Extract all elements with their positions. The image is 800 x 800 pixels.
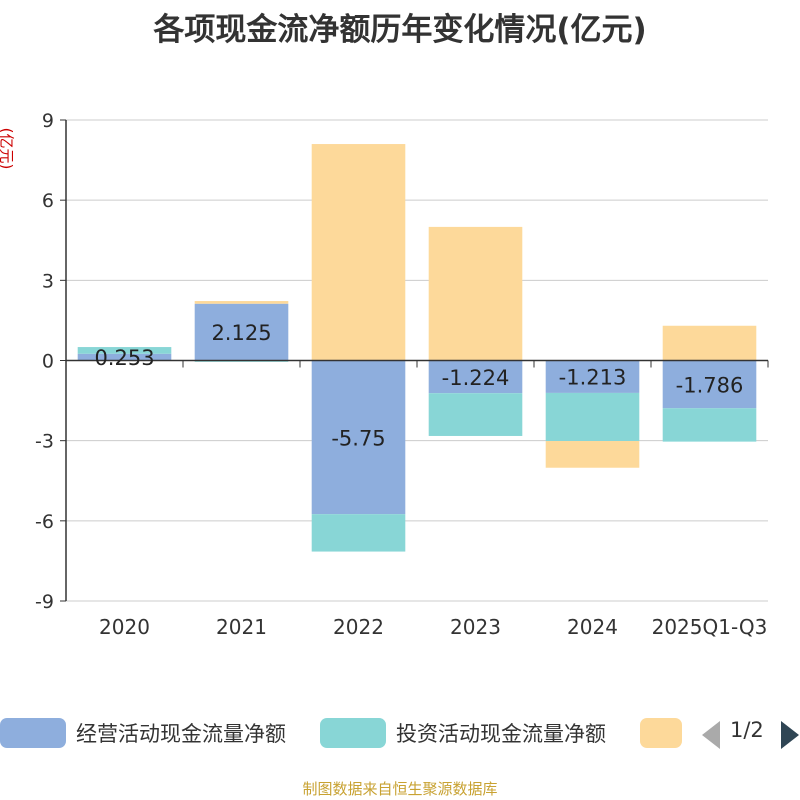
legend-page-indicator: 1/2	[730, 718, 764, 742]
legend-label-operating: 经营活动现金流量净额	[76, 722, 286, 746]
x-tick-label: 2022	[333, 615, 384, 639]
bar-operating	[662, 360, 757, 409]
y-tick-label: 3	[42, 270, 54, 292]
bar-investing	[428, 393, 523, 436]
legend-swatch-operating	[0, 718, 66, 748]
legend-item-operating[interactable]: 经营活动现金流量净额	[0, 716, 286, 750]
chart-plot: 9 6 3 0 -3 -6 -9 2020 2021 2022 2023 2024 2025Q1-Q3 0…	[35, 110, 769, 639]
x-tick-label: 2020	[99, 615, 150, 639]
chart-title: 各项现金流净额历年变化情况(亿元)	[153, 12, 647, 48]
data-label: 0.253	[94, 346, 154, 370]
legend-prev-arrow-icon[interactable]	[702, 721, 720, 749]
legend-next-arrow-icon[interactable]	[781, 721, 799, 749]
bar-investing	[662, 408, 757, 442]
x-tick-label: 2025Q1-Q3	[652, 615, 768, 639]
bar-financing	[194, 301, 289, 304]
source-note: 制图数据来自恒生聚源数据库	[302, 780, 498, 798]
bar-financing	[662, 325, 757, 361]
legend: 经营活动现金流量净额 投资活动现金流量净额 1/2	[0, 716, 800, 756]
bar-operating	[77, 353, 172, 361]
legend-item-investing[interactable]: 投资活动现金流量净额	[320, 716, 606, 750]
legend-item-financing[interactable]	[640, 716, 692, 750]
data-label: -1.786	[676, 373, 744, 397]
y-tick-label: -9	[35, 591, 54, 613]
y-tick-label: 9	[42, 110, 54, 132]
legend-label-investing: 投资活动现金流量净额	[396, 722, 606, 746]
bar-financing	[311, 144, 406, 361]
bar-investing	[545, 392, 640, 442]
bar-financing	[428, 226, 523, 361]
bar-operating	[545, 360, 640, 393]
bar-operating	[428, 360, 523, 394]
legend-swatch-financing	[640, 718, 682, 748]
data-label: -1.213	[559, 366, 627, 390]
y-tick-label: 6	[42, 190, 54, 212]
bar-operating	[311, 360, 406, 515]
x-tick-label: 2024	[567, 615, 618, 639]
data-label: 2.125	[211, 321, 271, 345]
bar-investing	[311, 514, 406, 552]
y-tick-label: -3	[35, 431, 54, 453]
x-tick-label: 2021	[216, 615, 267, 639]
bar-investing	[77, 347, 172, 354]
data-label: -1.224	[442, 366, 510, 390]
data-label: -5.75	[331, 426, 385, 450]
y-tick-label: 0	[42, 351, 54, 373]
x-tick-label: 2023	[450, 615, 501, 639]
y-tick-label: -6	[35, 511, 54, 533]
legend-swatch-investing	[320, 718, 386, 748]
bar-operating	[194, 303, 289, 361]
bar-financing	[545, 441, 640, 468]
